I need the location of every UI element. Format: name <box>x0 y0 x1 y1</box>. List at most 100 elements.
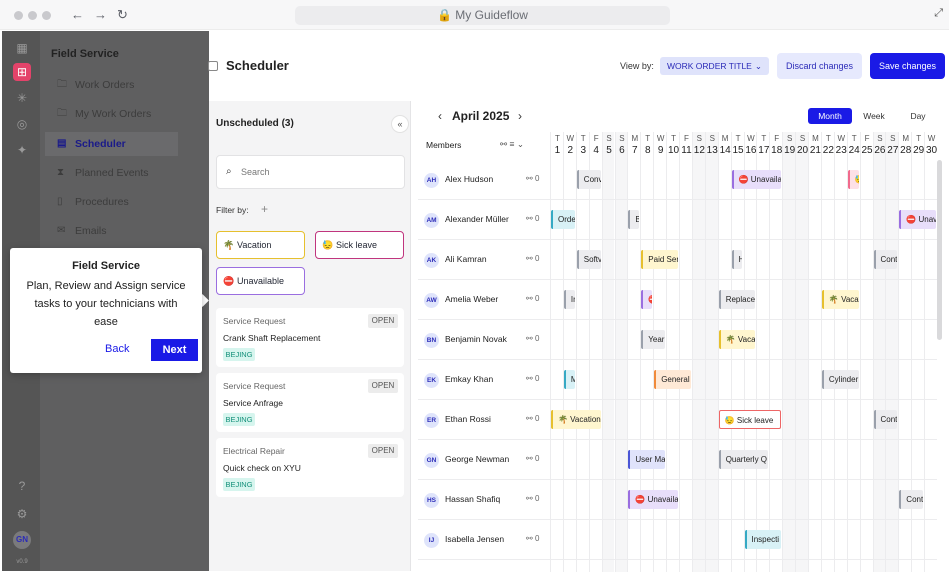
back-arrow-icon[interactable]: ← <box>71 7 84 22</box>
sidebar-item-procedures[interactable]: ▯ Procedures <box>45 190 178 214</box>
member-name[interactable]: Alex Hudson <box>445 174 494 184</box>
sort-icon[interactable]: ≡ <box>509 139 515 149</box>
member-name[interactable]: Ali Kamran <box>445 254 487 264</box>
calendar-event[interactable]: H <box>731 250 743 269</box>
back-button[interactable]: Back <box>105 343 130 355</box>
calendar-event[interactable]: 🌴 Vacation <box>551 410 601 429</box>
search-input[interactable]: ⌕ Search <box>216 155 405 189</box>
collapse-panel-icon[interactable]: « <box>391 115 409 133</box>
work-order-card[interactable]: Service Request Service Anfrage BEJING O… <box>216 373 404 432</box>
sidebar-item-label: Emails <box>75 225 107 237</box>
calendar-event[interactable]: Replace <box>718 290 756 309</box>
view-by-label: View by: <box>620 61 654 71</box>
chip-vacation[interactable]: 🌴 Vacation <box>216 231 305 259</box>
work-order-card[interactable]: Electrical Repair Quick check on XYU BEJ… <box>216 438 404 497</box>
chip-label: Vacation <box>237 240 272 250</box>
day-letter: F <box>864 134 870 143</box>
address-bar[interactable]: 🔒 My Guideflow <box>295 6 670 25</box>
sidebar-item-scheduler[interactable]: ▤ Scheduler <box>45 132 178 156</box>
calendar-event[interactable]: User Ma <box>628 450 666 469</box>
next-month-icon[interactable]: › <box>518 109 522 123</box>
asterisk-icon[interactable]: ✳ <box>16 91 28 105</box>
window-maximize-dot[interactable] <box>42 11 51 20</box>
next-button[interactable]: Next <box>151 339 198 361</box>
calendar-event[interactable]: 🌴 Vacat <box>718 330 756 349</box>
chip-unavailable[interactable]: ⛔ Unavailable <box>216 267 305 295</box>
calendar-event[interactable]: Orde <box>551 210 575 229</box>
sparkle-icon[interactable]: ✦ <box>16 143 28 157</box>
day-letter: S <box>786 134 793 143</box>
member-name[interactable]: Emkay Khan <box>445 374 494 384</box>
save-changes-button[interactable]: Save changes <box>870 53 945 79</box>
chip-sick-leave[interactable]: 😓 Sick leave <box>315 231 404 259</box>
chevron-down-icon: ⌄ <box>754 61 762 71</box>
sidebar-item-my-work-orders[interactable]: 🗀 My Work Orders <box>45 102 178 126</box>
calendar-event[interactable]: Cont <box>873 250 898 269</box>
discard-changes-button[interactable]: Discard changes <box>777 53 862 79</box>
calendar-event[interactable]: Yearl <box>641 330 666 349</box>
select-checkbox[interactable] <box>208 61 218 71</box>
calendar-event[interactable]: Conv <box>576 170 601 189</box>
day-column: S 27 <box>885 132 898 572</box>
member-name[interactable]: Hassan Shafiq <box>445 494 501 504</box>
calendar-event[interactable]: ⛔ Unavailab <box>731 170 782 189</box>
calendar-event[interactable]: 😓 <box>847 170 859 189</box>
clock-icon[interactable]: ◎ <box>16 117 28 131</box>
calendar-event[interactable]: 😓 Sick leave <box>718 410 782 429</box>
forward-arrow-icon[interactable]: → <box>94 7 107 22</box>
prev-month-icon[interactable]: ‹ <box>438 109 442 123</box>
expand-icon[interactable]: ⤢ <box>934 7 943 19</box>
filter-icon[interactable]: ⚯ <box>500 139 508 149</box>
apps-icon[interactable]: ⊞ <box>13 63 31 81</box>
tab-week[interactable]: Week <box>863 111 885 121</box>
day-letter: F <box>684 134 689 143</box>
calendar-event[interactable]: Cont <box>899 490 924 509</box>
calendar-event[interactable]: B <box>628 210 640 229</box>
calendar-event[interactable]: ⛔ Unavailat <box>628 490 678 509</box>
add-filter-icon[interactable]: + <box>261 202 269 216</box>
link-icon: ⚯ <box>526 294 535 303</box>
settings-gear-icon[interactable]: ⚙ <box>16 507 28 521</box>
window-close-dot[interactable] <box>14 11 23 20</box>
calendar-event[interactable]: M <box>563 370 575 389</box>
card-title: Quick check on XYU <box>223 463 301 473</box>
tab-day[interactable]: Day <box>910 111 926 121</box>
chevron-down-icon[interactable]: ⌄ <box>516 139 524 149</box>
member-name[interactable]: Isabella Jensen <box>445 534 505 544</box>
calendar-event[interactable]: 🌴 Vacat <box>821 290 859 309</box>
calendar-event[interactable]: Inspecti <box>744 530 782 549</box>
calendar-event[interactable]: Softv <box>576 250 601 269</box>
member-name[interactable]: George Newman <box>445 454 510 464</box>
day-column: F 18 <box>769 132 782 572</box>
sidebar-item-planned-events[interactable]: ⧗ Planned Events <box>45 161 178 185</box>
window-minimize-dot[interactable] <box>28 11 37 20</box>
member-count: ⚯ 0 <box>526 174 539 183</box>
view-by-select[interactable]: WORK ORDER TITLE ⌄ <box>660 57 769 75</box>
calendar-event[interactable]: Cont <box>873 410 898 429</box>
calendar-event[interactable]: General <box>654 370 691 389</box>
vertical-scrollbar[interactable] <box>937 160 942 340</box>
calendar-event[interactable]: Paid Ser <box>641 250 678 269</box>
unscheduled-title: Unscheduled (3) <box>216 118 294 129</box>
tab-month[interactable]: Month <box>808 108 852 124</box>
member-name[interactable]: Benjamin Novak <box>445 334 507 344</box>
calendar-event[interactable]: Cylinder <box>821 370 859 389</box>
member-name[interactable]: Amelia Weber <box>445 294 499 304</box>
calendar-event[interactable]: Ir <box>563 290 575 309</box>
calendar-event[interactable]: ⛔ <box>641 290 653 309</box>
reload-icon[interactable]: ↻ <box>117 7 128 22</box>
user-avatar[interactable]: GN <box>13 531 31 549</box>
browser-toolbar: ← → ↻ 🔒 My Guideflow ⤢ <box>0 0 949 30</box>
help-icon[interactable]: ? <box>18 479 26 493</box>
sidebar-item-emails[interactable]: ✉ Emails <box>45 219 178 243</box>
calendar-event[interactable]: ⛔ Unava <box>899 210 936 229</box>
member-name[interactable]: Ethan Rossi <box>445 414 491 424</box>
work-order-card[interactable]: Service Request Crank Shaft Replacement … <box>216 308 404 367</box>
member-row: AW Amelia Weber ⚯ 0 <box>418 280 937 320</box>
member-count: ⚯ 0 <box>526 414 539 423</box>
grid-icon[interactable]: ▦ <box>16 41 28 55</box>
sidebar-item-work-orders[interactable]: 🗀 Work Orders <box>45 73 178 97</box>
calendar-event[interactable]: Quarterly Q <box>718 450 769 469</box>
member-name[interactable]: Alexander Müller <box>445 214 509 224</box>
